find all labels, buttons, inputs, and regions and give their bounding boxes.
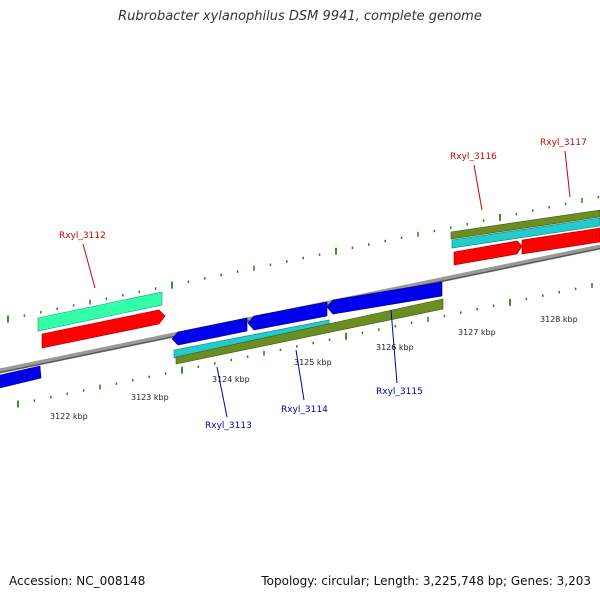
gene-label-rxyl-3112: Rxyl_3112 — [59, 231, 106, 241]
leader-line-rxyl-3112 — [82, 243, 96, 289]
gene-reverse-olive[interactable] — [175, 298, 444, 365]
scale-label-3123: 3123 kbp — [131, 393, 169, 402]
gene-rxyl-3112-red[interactable] — [41, 309, 166, 349]
accession-label: Accession: NC_008148 — [9, 574, 146, 588]
scale-label-3125: 3125 kbp — [294, 358, 332, 367]
leader-line-rxyl-3115 — [390, 309, 398, 384]
gene-label-rxyl-3113: Rxyl_3113 — [205, 421, 252, 431]
gene-label-rxyl-3115: Rxyl_3115 — [376, 387, 423, 397]
leader-line-rxyl-3116 — [473, 164, 483, 211]
gene-label-rxyl-3117: Rxyl_3117 — [540, 138, 587, 148]
gene-rxyl-3113-blue[interactable] — [171, 317, 248, 346]
leader-line-rxyl-3113 — [216, 366, 228, 418]
gene-rxyl-3115-blue[interactable] — [326, 281, 443, 315]
gene-rxyl-3112-aqua[interactable] — [37, 291, 163, 332]
gene-rxyl-3116-olive[interactable] — [450, 209, 600, 240]
scale-label-3126: 3126 kbp — [376, 343, 414, 352]
gene-rxyl-3114-blue[interactable] — [247, 301, 328, 331]
leader-line-rxyl-3117 — [564, 150, 571, 198]
genome-title: Rubrobacter xylanophilus DSM 9941, compl… — [118, 9, 482, 24]
gene-rxyl-3117-red[interactable] — [521, 227, 600, 255]
gene-rxyl-3116-cyan[interactable] — [451, 217, 600, 249]
scale-label-3124: 3124 kbp — [212, 375, 250, 384]
genome-summary-label: Topology: circular; Length: 3,225,748 bp… — [261, 574, 591, 588]
leader-line-rxyl-3114 — [295, 349, 305, 401]
upper-scale-ticks — [7, 195, 600, 323]
scale-label-3127: 3127 kbp — [458, 328, 496, 337]
scale-label-3128: 3128 kbp — [540, 315, 578, 324]
gene-left-blue[interactable] — [0, 365, 42, 389]
lower-scale-ticks — [17, 282, 593, 408]
gene-rxyl-3116-red[interactable] — [453, 240, 523, 266]
gene-label-rxyl-3114: Rxyl_3114 — [281, 405, 328, 415]
scale-label-3122: 3122 kbp — [50, 412, 88, 421]
gene-label-rxyl-3116: Rxyl_3116 — [450, 152, 497, 162]
